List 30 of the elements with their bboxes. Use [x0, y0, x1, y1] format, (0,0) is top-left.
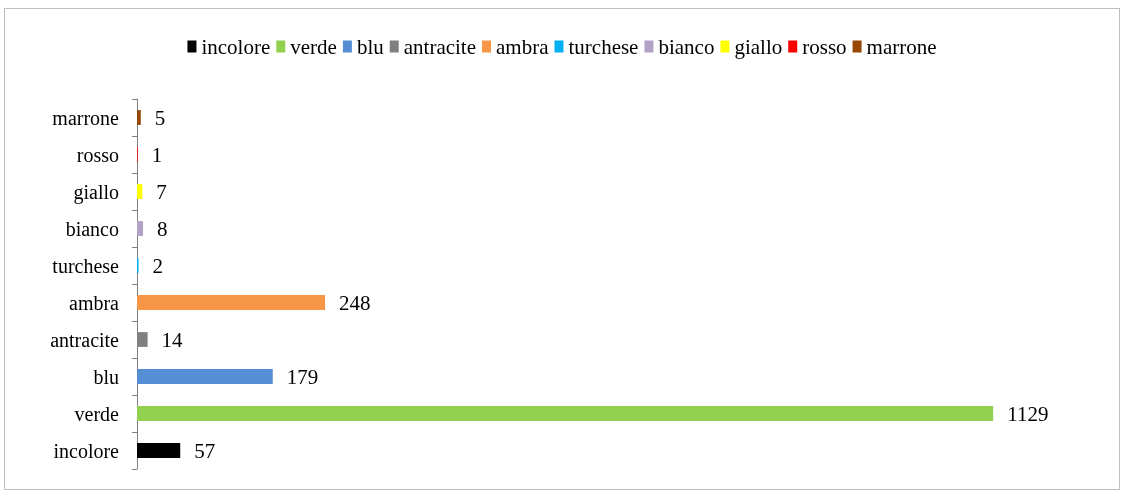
y-tick-label: verde: [74, 402, 120, 425]
legend-label: antracite: [403, 34, 477, 59]
legend-label: bianco: [658, 34, 715, 59]
legend-label: verde: [290, 34, 337, 59]
y-tick-label: turchese: [52, 254, 120, 277]
y-tick-label: blu: [93, 365, 119, 388]
y-tick-label: rosso: [76, 143, 119, 166]
data-label: 8: [157, 216, 168, 241]
data-label: 57: [194, 438, 216, 463]
data-label: 248: [339, 290, 371, 315]
legend-label: ambra: [496, 34, 550, 59]
data-label: 5: [154, 105, 166, 130]
data-label: 7: [156, 179, 167, 204]
data-label: 2: [152, 253, 164, 278]
data-label: 179: [286, 364, 319, 389]
data-label: 1129: [1007, 401, 1049, 426]
y-tick-label: marrone: [52, 106, 120, 129]
y-tick-label: bianco: [65, 217, 119, 240]
legend-label: marrone: [866, 34, 937, 59]
y-tick-label: antracite: [50, 328, 120, 351]
legend-label: turchese: [568, 34, 639, 59]
y-tick-label: giallo: [73, 180, 119, 204]
y-tick-label: incolore: [53, 439, 120, 462]
legend-label: giallo: [734, 34, 783, 59]
y-tick-label: ambra: [69, 291, 120, 314]
legend-label: blu: [356, 34, 385, 59]
legend-label: rosso: [802, 34, 847, 59]
data-label: 1: [151, 142, 163, 167]
data-label: 14: [161, 327, 184, 352]
legend-label: incolore: [201, 34, 271, 59]
